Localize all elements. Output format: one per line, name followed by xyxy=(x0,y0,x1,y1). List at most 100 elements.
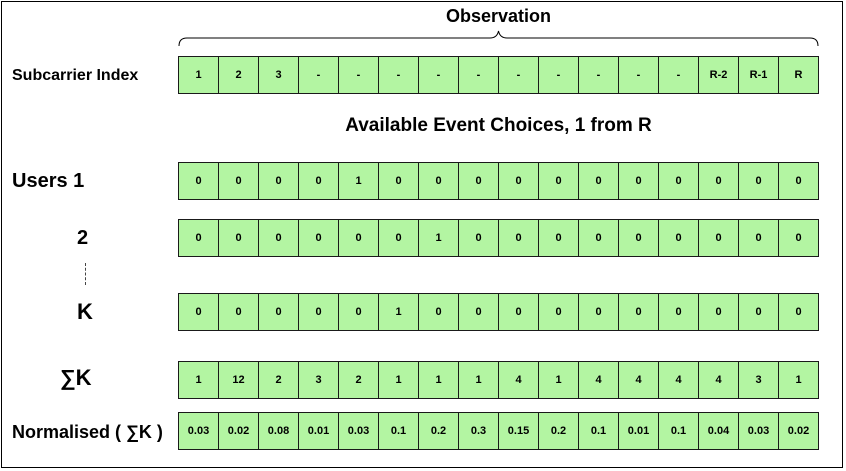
cell: 4 xyxy=(498,361,539,399)
cell: 1 xyxy=(458,361,499,399)
row-label-subcarrier-index: Subcarrier Index xyxy=(12,67,139,84)
cell: 0.3 xyxy=(458,412,499,450)
cell: 1 xyxy=(378,293,419,331)
cell: 4 xyxy=(618,361,659,399)
cell: 0.08 xyxy=(258,412,299,450)
cell: 0 xyxy=(178,293,219,331)
cell: 0 xyxy=(378,162,419,200)
cell: 0 xyxy=(378,219,419,257)
cell: 0 xyxy=(298,219,339,257)
cell: 0 xyxy=(418,162,459,200)
cell: 0 xyxy=(698,162,739,200)
cell: 0 xyxy=(178,219,219,257)
cell: 0 xyxy=(738,293,779,331)
cell: 0 xyxy=(218,219,259,257)
cell: 0 xyxy=(458,162,499,200)
cell: 0 xyxy=(258,293,299,331)
cell: 0.1 xyxy=(658,412,699,450)
cell: 0.03 xyxy=(178,412,219,450)
sum-k-row: 1 12 2 3 2 1 1 1 4 1 4 4 4 4 3 1 xyxy=(178,361,819,399)
cell: 0 xyxy=(618,293,659,331)
observation-title: Observation xyxy=(445,6,552,26)
cell: 4 xyxy=(698,361,739,399)
row-label-user-1: Users 1 xyxy=(12,170,85,192)
cell: 0.15 xyxy=(498,412,539,450)
cell: 0 xyxy=(658,219,699,257)
cell: - xyxy=(498,56,539,94)
row-label-normalised: Normalised ( ∑K ) xyxy=(12,422,163,442)
cell: 0 xyxy=(258,162,299,200)
cell: R xyxy=(778,56,819,94)
cell: 0 xyxy=(458,293,499,331)
normalised-row: 0.03 0.02 0.08 0.01 0.03 0.1 0.2 0.3 0.15 0.2 0.1 0… xyxy=(178,412,819,450)
cell: 0 xyxy=(578,293,619,331)
cell: 0 xyxy=(738,162,779,200)
cell: 12 xyxy=(218,361,259,399)
cell: 0.03 xyxy=(338,412,379,450)
cell: 0.01 xyxy=(618,412,659,450)
cell: - xyxy=(578,56,619,94)
cell: R-2 xyxy=(698,56,739,94)
cell: - xyxy=(618,56,659,94)
cell: R-1 xyxy=(738,56,779,94)
subcarrier-index-row: 1 2 3- - - - - - - - - - R-2 R-1 R xyxy=(178,56,819,94)
cell: 0 xyxy=(538,293,579,331)
event-choices-subtitle: Available Event Choices, 1 from R xyxy=(345,115,652,136)
cell: 0 xyxy=(698,219,739,257)
cell: 0 xyxy=(738,219,779,257)
cell: 0 xyxy=(658,162,699,200)
cell: 0 xyxy=(338,293,379,331)
cell: 0 xyxy=(698,293,739,331)
cell: - xyxy=(458,56,499,94)
cell: 0 xyxy=(338,219,379,257)
row-label-user-k: K xyxy=(77,299,93,324)
cell: 1 xyxy=(378,361,419,399)
cell: 0 xyxy=(218,162,259,200)
cell: 0 xyxy=(778,162,819,200)
cell: - xyxy=(378,56,419,94)
cell: - xyxy=(338,56,379,94)
cell: 1 xyxy=(338,162,379,200)
cell: 0 xyxy=(218,293,259,331)
cell: 0 xyxy=(498,293,539,331)
cell: 2 xyxy=(218,56,259,94)
cell: 1 xyxy=(418,361,459,399)
cell: 0 xyxy=(298,293,339,331)
cell: 1 xyxy=(418,219,459,257)
cell: 3 xyxy=(258,56,299,94)
cell: 0 xyxy=(658,293,699,331)
cell: 0.01 xyxy=(298,412,339,450)
cell: 0 xyxy=(618,219,659,257)
cell: 0.1 xyxy=(378,412,419,450)
cell: 1 xyxy=(778,361,819,399)
cell: 0.1 xyxy=(578,412,619,450)
cell: 0.02 xyxy=(218,412,259,450)
cell: 0 xyxy=(578,219,619,257)
observation-brace xyxy=(178,30,819,47)
cell: 0 xyxy=(498,219,539,257)
cell: 0 xyxy=(778,219,819,257)
cell: 0 xyxy=(538,219,579,257)
row-label-sum-k: ∑K xyxy=(60,365,92,390)
cell: 1 xyxy=(178,361,219,399)
cell: 0 xyxy=(778,293,819,331)
ellipsis-dashed-line xyxy=(85,263,86,285)
cell: 0 xyxy=(538,162,579,200)
cell: 0 xyxy=(418,293,459,331)
cell: 4 xyxy=(578,361,619,399)
cell: 0 xyxy=(458,219,499,257)
cell: 0 xyxy=(178,162,219,200)
cell: 0 xyxy=(298,162,339,200)
row-label-user-2: 2 xyxy=(77,227,89,249)
cell: 2 xyxy=(258,361,299,399)
cell: - xyxy=(538,56,579,94)
cell: 0 xyxy=(498,162,539,200)
cell: 2 xyxy=(338,361,379,399)
cell: 1 xyxy=(178,56,219,94)
cell: - xyxy=(418,56,459,94)
cell: 3 xyxy=(298,361,339,399)
cell: - xyxy=(298,56,339,94)
cell: 0.2 xyxy=(538,412,579,450)
cell: 0.03 xyxy=(738,412,779,450)
